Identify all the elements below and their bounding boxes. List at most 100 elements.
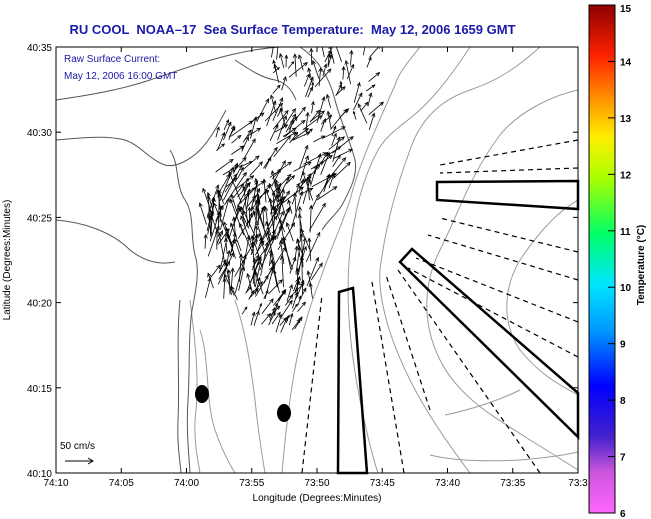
current-vector: [320, 118, 326, 132]
current-vector: [285, 294, 293, 306]
current-vector-head: [207, 214, 212, 220]
x-tick-label: 73:40: [435, 478, 460, 489]
current-vector: [228, 171, 242, 203]
current-vector-head: [239, 183, 245, 189]
current-vector-head: [311, 100, 315, 106]
current-vector-head: [225, 118, 230, 124]
current-vector-head: [217, 192, 222, 198]
current-vector: [302, 115, 323, 131]
current-vector-head: [291, 175, 296, 180]
current-vector: [238, 187, 257, 205]
current-vector-head: [240, 167, 244, 172]
chart-title: RU COOL NOAA–17 Sea Surface Temperature:…: [69, 22, 516, 37]
current-vector-head: [250, 241, 255, 247]
current-vector-head: [339, 80, 343, 85]
current-vector-head: [305, 131, 311, 136]
current-vector-head: [270, 94, 275, 100]
current-vector: [281, 300, 293, 317]
current-vector: [231, 286, 238, 301]
current-vector-head: [259, 302, 262, 307]
current-vector: [288, 199, 293, 214]
current-vector: [274, 64, 279, 83]
current-vector: [298, 178, 305, 194]
current-vector-head: [255, 310, 260, 316]
current-vector-head: [294, 291, 299, 297]
annotation-line-2: May 12, 2006 16:00 GMT: [64, 71, 178, 82]
current-vector-head: [245, 177, 249, 182]
current-vector-head: [215, 184, 220, 190]
current-vector-head: [309, 76, 314, 82]
current-vector: [331, 126, 336, 137]
current-vector: [292, 303, 298, 312]
current-vector-head: [251, 186, 257, 192]
current-vector-head: [230, 125, 235, 130]
current-vector: [261, 298, 274, 314]
current-vector: [274, 224, 283, 240]
current-vector: [256, 189, 269, 200]
current-vector-head: [350, 63, 355, 69]
current-vector: [311, 173, 337, 187]
current-vector-head: [228, 158, 234, 164]
current-vector: [220, 198, 230, 230]
current-vector-head: [305, 155, 309, 160]
current-vector: [265, 206, 271, 242]
current-vector: [335, 47, 342, 62]
current-vector-head: [368, 92, 373, 97]
current-vector-head: [256, 127, 262, 132]
current-vector-head: [269, 298, 274, 303]
current-vector: [247, 273, 253, 293]
current-vector-head: [230, 239, 236, 244]
current-vector-head: [285, 222, 290, 227]
current-vector: [271, 170, 279, 201]
current-vector-head: [301, 106, 306, 112]
current-vector-head: [279, 210, 284, 216]
current-vector-head: [336, 136, 341, 142]
current-vector-head: [302, 237, 307, 243]
colorbar: [588, 4, 616, 514]
colorbar-tick-label: 12: [620, 170, 632, 181]
current-vector: [311, 194, 320, 209]
current-vector: [276, 207, 291, 240]
current-vector: [248, 256, 261, 288]
current-vector: [294, 54, 297, 77]
current-vector-head: [292, 53, 298, 59]
current-vector-head: [265, 98, 270, 104]
current-vector-head: [237, 204, 242, 210]
current-vector-head: [240, 215, 245, 221]
current-vector: [305, 112, 309, 132]
current-vector-head: [307, 237, 312, 243]
current-vector: [262, 207, 265, 228]
current-vector-head: [276, 311, 281, 317]
current-vector: [297, 237, 306, 276]
current-vector: [292, 292, 298, 309]
current-vector-head: [296, 318, 301, 324]
current-vector: [311, 101, 314, 114]
current-vector: [255, 275, 269, 297]
current-vector: [242, 235, 250, 271]
current-vector-head: [332, 173, 337, 178]
current-vector: [219, 234, 229, 273]
current-vector: [272, 97, 283, 121]
colorbar-tick-label: 15: [620, 4, 632, 15]
surface-current-vectors: [198, 47, 385, 333]
current-vector: [320, 152, 330, 175]
current-vector-head: [276, 67, 280, 70]
current-vector-head: [219, 229, 223, 235]
current-vector-head: [298, 54, 303, 59]
current-vector-head: [344, 59, 349, 65]
scale-vector-label: 50 cm/s: [60, 441, 95, 452]
current-vector-head: [300, 119, 306, 125]
current-vector-head: [309, 128, 314, 133]
current-vector: [238, 267, 245, 291]
current-vector: [342, 66, 345, 80]
current-vector: [299, 145, 308, 169]
current-vector: [286, 284, 293, 302]
current-vector: [272, 174, 292, 195]
current-vector: [321, 114, 332, 125]
current-vector: [270, 95, 277, 113]
current-vector-head: [289, 294, 294, 299]
current-vector: [304, 73, 310, 87]
current-vector-head: [238, 164, 243, 170]
current-vector-head: [313, 164, 318, 170]
current-vector-head: [318, 67, 323, 73]
